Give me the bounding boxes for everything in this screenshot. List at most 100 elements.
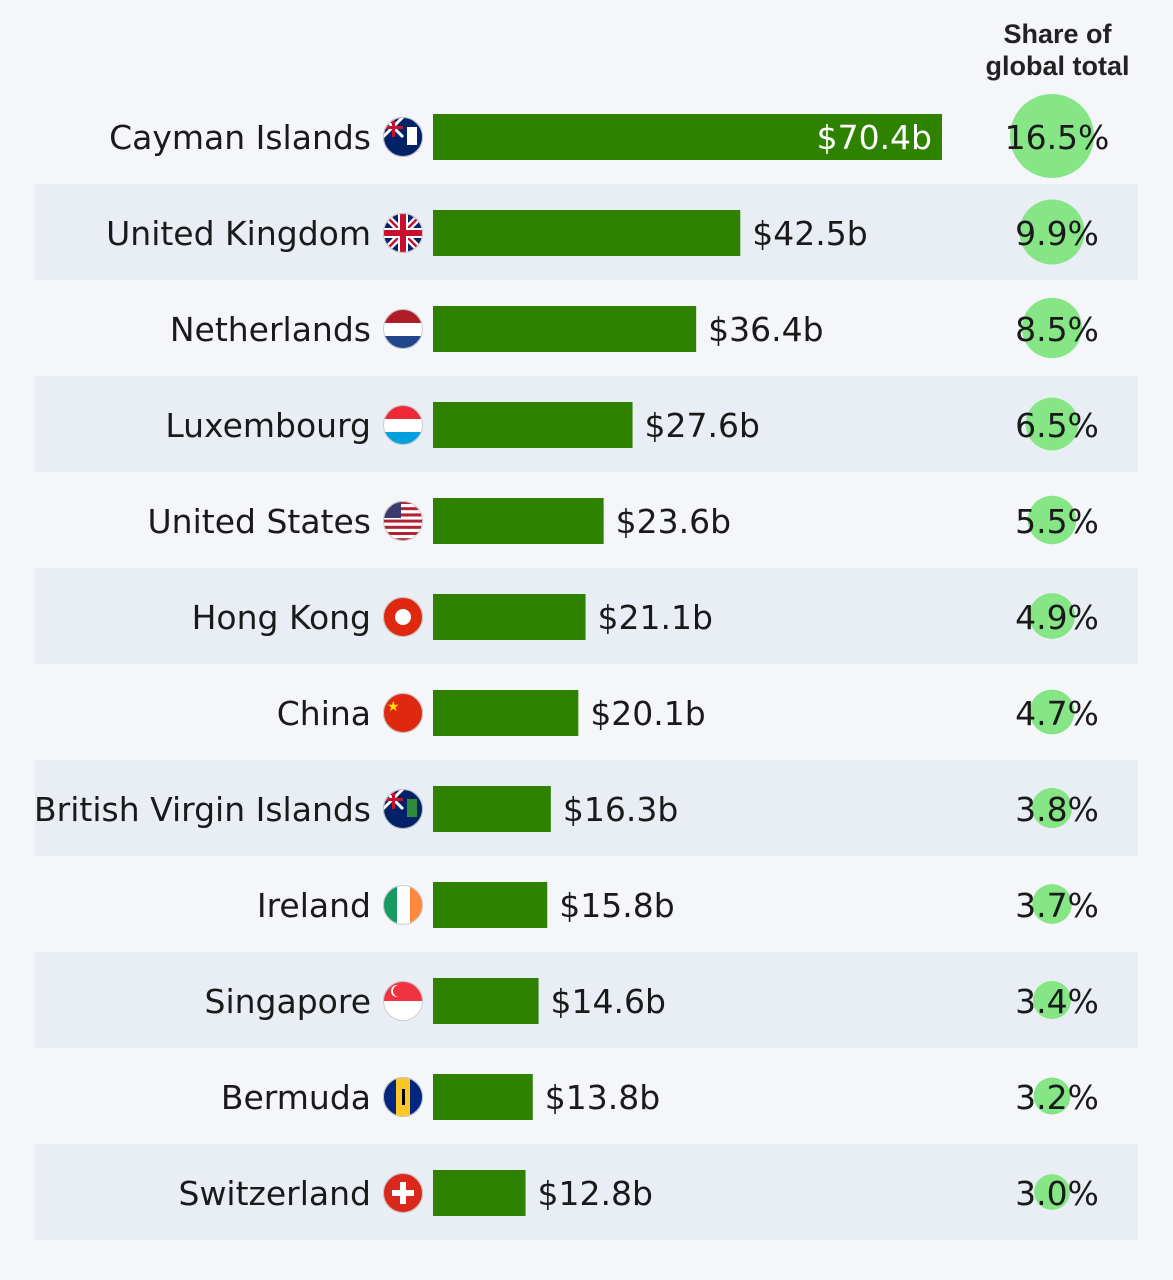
flag-part — [395, 609, 411, 625]
share-bubble — [1033, 1077, 1071, 1115]
share-label: 4.9% — [1015, 598, 1099, 637]
share-label: 9.9% — [1015, 214, 1099, 253]
flag-part — [383, 693, 423, 733]
flag-border — [383, 405, 423, 445]
share-label: 3.0% — [1015, 1174, 1099, 1213]
share-label: 3.2% — [1015, 1078, 1099, 1117]
chart-row: Singapore — [35, 952, 1138, 1048]
flag-part — [383, 419, 423, 432]
flag-part — [393, 985, 405, 997]
bar — [433, 402, 633, 448]
hong-kong-flag-icon — [383, 597, 423, 637]
flag-part — [383, 798, 403, 801]
share-label: 16.5% — [1005, 118, 1110, 157]
category-label: China — [277, 694, 371, 733]
value-label: $21.1b — [598, 598, 713, 637]
bar — [433, 498, 604, 544]
flag-part — [402, 1089, 405, 1105]
chart-row: Ireland — [257, 886, 371, 925]
category-label: United Kingdom — [106, 214, 371, 253]
bermuda-flag-icon — [383, 1077, 423, 1117]
share-bubble — [1034, 1174, 1070, 1210]
flag-part — [383, 1001, 423, 1021]
share-label: 8.5% — [1015, 310, 1099, 349]
flag-part — [383, 501, 401, 518]
value-label: $27.6b — [645, 406, 760, 445]
category-label: Hong Kong — [192, 598, 371, 637]
flag-part — [397, 885, 410, 925]
share-label: 6.5% — [1015, 406, 1099, 445]
share-bubble — [1025, 397, 1079, 451]
category-label: Ireland — [257, 886, 371, 925]
cayman-islands-flag-icon — [383, 117, 423, 157]
share-column-header: Share of global total — [985, 19, 1130, 81]
row-band — [35, 568, 1138, 664]
british-virgin-islands-flag-icon — [383, 789, 423, 829]
share-bubble — [1031, 787, 1073, 829]
flag-border — [383, 1077, 423, 1117]
value-label: $20.1b — [590, 694, 705, 733]
value-label: $42.5b — [752, 214, 867, 253]
china-flag-icon: ★ — [383, 693, 423, 733]
bar — [433, 882, 548, 928]
chart-row: Hong Kong — [35, 568, 1138, 664]
flag-part — [383, 126, 403, 129]
value-label: $23.6b — [616, 502, 731, 541]
flag-border — [383, 981, 423, 1021]
flag-part — [383, 538, 423, 541]
chart-row: British Virgin Islands — [34, 760, 1138, 856]
chart-row: China — [277, 694, 371, 733]
share-bubble — [1010, 94, 1094, 178]
flag-part — [407, 127, 417, 145]
flag-part — [383, 516, 423, 520]
bar — [433, 114, 942, 160]
flag-border — [383, 117, 423, 157]
flag-part — [383, 525, 423, 529]
flag-part — [383, 230, 423, 236]
row-band — [35, 1144, 1138, 1240]
flag-part — [383, 513, 423, 517]
value-label: $15.8b — [559, 886, 674, 925]
flag-part — [383, 501, 423, 505]
singapore-flag-icon — [383, 981, 423, 1021]
flag-part — [383, 519, 423, 523]
flag-part — [383, 323, 423, 336]
flag-part — [383, 507, 423, 511]
row-band — [35, 952, 1138, 1048]
flag-part — [383, 528, 423, 532]
category-label: United States — [148, 502, 371, 541]
flag-border — [383, 309, 423, 349]
chart-row: Cayman Islands — [109, 118, 371, 157]
value-label: $70.4b — [817, 118, 932, 157]
flag-part — [407, 799, 417, 817]
chart-row: United States — [148, 502, 371, 541]
united-kingdom-flag-icon — [383, 213, 423, 253]
chart-row: Bermuda — [221, 1078, 371, 1117]
united-states-flag-icon — [383, 501, 423, 541]
share-label: 3.4% — [1015, 982, 1099, 1021]
flag-part — [383, 535, 423, 539]
bar — [433, 210, 741, 256]
bar — [433, 690, 579, 736]
flag-part — [383, 532, 423, 536]
bar — [433, 1170, 526, 1216]
share-bubble — [1029, 593, 1075, 639]
row-band — [35, 760, 1138, 856]
flag-part — [392, 1190, 414, 1196]
bar — [433, 1074, 533, 1120]
flag-border — [383, 885, 423, 925]
value-label: $13.8b — [545, 1078, 660, 1117]
flag-border — [383, 1173, 423, 1213]
flag-border — [383, 597, 423, 637]
chart-row: Switzerland — [35, 1144, 1138, 1240]
share-bubble — [1021, 297, 1083, 359]
category-label: Bermuda — [221, 1078, 371, 1117]
chart-row: Netherlands — [170, 310, 371, 349]
flag-star: ★ — [387, 699, 400, 715]
switzerland-flag-icon — [383, 1173, 423, 1213]
share-bubble — [1032, 884, 1072, 924]
share-label: 3.8% — [1015, 790, 1099, 829]
share-label: 5.5% — [1015, 502, 1099, 541]
category-label: Singapore — [205, 982, 371, 1021]
